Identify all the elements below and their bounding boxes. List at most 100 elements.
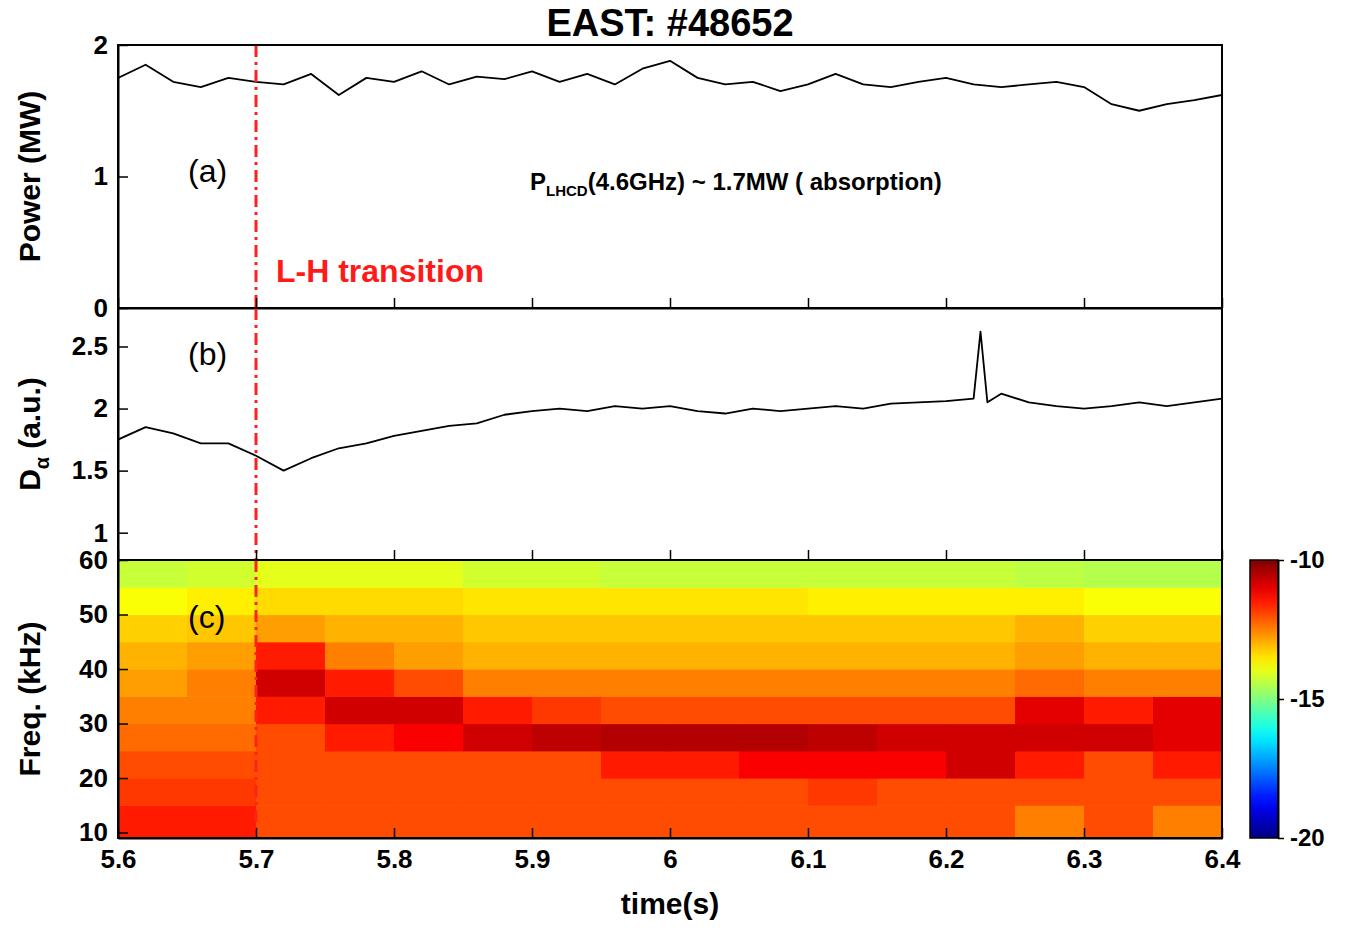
heatmap-cell [877, 805, 947, 838]
heatmap-cell [118, 669, 188, 697]
y-tick-label: 1.5 [72, 455, 108, 485]
heatmap-cell [739, 560, 809, 588]
heatmap-cell [532, 778, 602, 806]
heatmap-cell [739, 696, 809, 724]
colorbar-tick: -15 [1278, 685, 1325, 712]
heatmap-cell [601, 669, 671, 697]
heatmap-cell [463, 560, 533, 588]
y-tick-mark [118, 176, 128, 178]
y-tick: 40 [79, 654, 128, 684]
y-tick-label: 1 [94, 161, 108, 191]
x-tick-label: 5.9 [514, 844, 550, 874]
x-tick-mark [1084, 298, 1086, 308]
x-tick [808, 550, 809, 560]
y-tick: 2 [94, 30, 128, 60]
heatmap-cell [463, 805, 533, 838]
x-tick-mark [1222, 828, 1224, 838]
heatmap-cell [808, 751, 878, 779]
x-tick [946, 298, 947, 308]
heatmap-cell [739, 778, 809, 806]
x-tick [1084, 298, 1085, 308]
x-tick-label: 6.4 [1204, 844, 1241, 874]
heatmap-cell [601, 696, 671, 724]
heatmap-cell [670, 587, 740, 615]
heatmap-cell [1015, 642, 1085, 670]
heatmap-cell [1084, 642, 1154, 670]
heatmap-cell [808, 642, 878, 670]
heatmap-cell [256, 778, 326, 806]
y-tick-label: 2.5 [72, 331, 108, 361]
annotation-part: P [530, 168, 546, 195]
heatmap-cell [946, 560, 1016, 588]
data-line [118, 61, 1222, 111]
heatmap-cell [256, 751, 326, 779]
plot-area [118, 45, 1222, 308]
heatmap-cell [808, 587, 878, 615]
x-tick-label: 6.1 [790, 844, 826, 874]
heatmap-cell [1153, 615, 1222, 643]
heatmap-cell [187, 642, 257, 670]
y-tick-mark [118, 723, 128, 725]
x-tick-label: 6.3 [1066, 844, 1102, 874]
heatmap-cell [463, 696, 533, 724]
heatmap-cell [670, 560, 740, 588]
heatmap-cell [118, 642, 188, 670]
heatmap-cell [532, 669, 602, 697]
figure: 012EAST: #48652Power (MW)(a)PLHCD(4.6GHz… [0, 0, 1354, 938]
heatmap-cell [532, 724, 602, 752]
panel-label: (c) [188, 599, 225, 635]
heatmap-cell [1084, 778, 1154, 806]
heatmap-cell [670, 805, 740, 838]
y-axis-title: Power (MW) [13, 91, 46, 263]
y-axis-title: Freq. (kHz) [13, 621, 46, 776]
y-tick: 10 [79, 817, 128, 847]
x-tick-label: 5.8 [376, 844, 412, 874]
y-tick: 30 [79, 708, 128, 738]
heatmap-cell [1153, 724, 1222, 752]
heatmap-cell [256, 805, 326, 838]
x-tick-mark [256, 550, 258, 560]
heatmap-cell [256, 724, 326, 752]
colorbar-tick-mark [1278, 699, 1284, 701]
heatmap-cell [670, 778, 740, 806]
panel-label: (b) [188, 336, 227, 372]
axis-line [118, 561, 120, 839]
heatmap-cell [532, 560, 602, 588]
y-tick: 2 [94, 393, 128, 423]
heatmap-cell [946, 778, 1016, 806]
plot-frame [118, 45, 1222, 308]
colorbar-tick: -20 [1278, 824, 1325, 851]
y-tick-mark [118, 832, 128, 834]
heatmap-cell [877, 642, 947, 670]
y-axis-title-part: D [13, 469, 46, 491]
heatmap-cell [463, 615, 533, 643]
heatmap-cell [601, 642, 671, 670]
y-tick: 1 [94, 518, 128, 548]
heatmap-cell [739, 615, 809, 643]
heatmap-cell [325, 642, 395, 670]
y-axis: 1 1.5 2 2.5 [72, 309, 128, 561]
heatmap-cell [256, 615, 326, 643]
y-tick-mark [118, 560, 128, 562]
x-tick-mark [118, 828, 120, 838]
x-axis-title: time(s) [621, 887, 719, 920]
heatmap-cell [946, 751, 1016, 779]
heatmap-cell [1015, 751, 1085, 779]
heatmap-cell [739, 642, 809, 670]
heatmap-cell [946, 642, 1016, 670]
y-tick-mark [118, 346, 128, 348]
heatmap-cell [601, 751, 671, 779]
heatmap-cell [118, 615, 188, 643]
x-tick-mark [394, 298, 396, 308]
heatmap-cell [463, 587, 533, 615]
y-axis: 102030405060 [79, 545, 128, 848]
x-tick: 5.6 [100, 828, 136, 874]
plot-area [118, 308, 1222, 560]
x-tick-mark [118, 298, 120, 308]
heatmap-cell [394, 642, 464, 670]
x-tick [118, 298, 119, 308]
y-tick-label: 10 [79, 817, 108, 847]
event-line [255, 308, 258, 560]
x-tick-mark [808, 828, 810, 838]
heatmap-cell [256, 560, 326, 588]
